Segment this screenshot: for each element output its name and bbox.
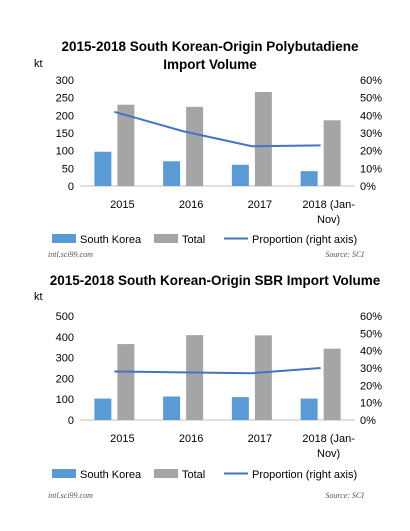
legend-label: South Korea xyxy=(80,469,142,481)
sbr-chart: 2015-2018 South Korean-Origin SBR Import… xyxy=(0,262,410,517)
legend-swatch xyxy=(154,234,178,243)
proportion-line xyxy=(114,367,321,375)
y2-tick-label: 50% xyxy=(360,93,382,105)
total-bar xyxy=(117,104,135,186)
y2-tick-label: 40% xyxy=(360,110,382,122)
south-korea-bar xyxy=(231,164,249,186)
total-bar xyxy=(254,335,272,420)
total-bar xyxy=(323,120,341,186)
credit-source: Source: SCI xyxy=(325,250,364,259)
south-korea-bar xyxy=(163,396,181,420)
x-tick-label: 2017 xyxy=(248,199,272,211)
y-tick-label: 250 xyxy=(56,93,74,105)
y-tick-label: 100 xyxy=(56,146,74,158)
y-tick-label: 400 xyxy=(56,332,74,344)
y-tick-label: 50 xyxy=(62,163,74,175)
y-tick-label: 300 xyxy=(56,353,74,365)
legend-label: Proportion (right axis) xyxy=(252,469,357,481)
x-tick-label: 2018 (Jan- xyxy=(302,433,355,445)
total-bar xyxy=(186,335,204,420)
y-axis-unit: kt xyxy=(34,58,43,70)
south-korea-bar xyxy=(300,398,318,420)
y2-tick-label: 20% xyxy=(360,146,382,158)
y2-tick-label: 10% xyxy=(360,398,382,410)
x-tick-label: 2017 xyxy=(248,433,272,445)
legend-label: Total xyxy=(182,234,205,246)
y-tick-label: 100 xyxy=(56,394,74,406)
legend-swatch xyxy=(52,469,76,478)
south-korea-bar xyxy=(94,398,112,420)
credit-source: Source: SCI xyxy=(325,491,364,500)
y-tick-label: 200 xyxy=(56,373,74,385)
y-tick-label: 0 xyxy=(68,415,74,427)
y-axis-unit: kt xyxy=(34,291,43,303)
total-bar xyxy=(117,344,135,420)
south-korea-bar xyxy=(300,171,318,186)
legend-swatch xyxy=(52,234,76,243)
y-tick-label: 300 xyxy=(56,75,74,87)
y2-tick-label: 20% xyxy=(360,380,382,392)
total-bar xyxy=(186,106,204,186)
x-tick-label: 2016 xyxy=(179,433,203,445)
chart-plot: 0 100 200 300 400 500 0% 10% 20% 30% 40% 50% 60% 2015… xyxy=(52,311,382,481)
polybutadiene-chart: 2015-2018 South Korean-Origin Polybutadi… xyxy=(0,0,410,262)
chart-title: 2015-2018 South Korean-Origin SBR Import… xyxy=(49,273,381,288)
south-korea-bar xyxy=(94,151,112,186)
total-bar xyxy=(254,92,272,186)
x-tick-label: Nov) xyxy=(317,448,340,460)
south-korea-bar xyxy=(163,161,181,186)
x-tick-label: 2015 xyxy=(110,433,134,445)
south-korea-bar xyxy=(231,397,249,420)
credit-site: intl.sci99.com xyxy=(48,491,93,500)
legend-label: South Korea xyxy=(80,234,142,246)
x-tick-label: 2018 (Jan- xyxy=(302,199,355,211)
y2-tick-label: 10% xyxy=(360,163,382,175)
y2-tick-label: 0% xyxy=(360,415,376,427)
y2-tick-label: 40% xyxy=(360,346,382,358)
y2-tick-label: 30% xyxy=(360,363,382,375)
legend-swatch xyxy=(154,469,178,478)
total-bar xyxy=(323,348,341,420)
x-tick-label: Nov) xyxy=(317,214,340,226)
y2-tick-label: 60% xyxy=(360,311,382,323)
chart-plot: 0 50 100 150 200 250 300 0% 10% 20% 30% 40% 50% 60% 20… xyxy=(52,75,382,246)
legend-label: Total xyxy=(182,469,205,481)
x-tick-label: 2016 xyxy=(179,199,203,211)
proportion-line xyxy=(114,110,321,148)
legend-label: Proportion (right axis) xyxy=(252,234,357,246)
y2-tick-label: 60% xyxy=(360,75,382,87)
credit-site: intl.sci99.com xyxy=(48,250,93,259)
y2-tick-label: 30% xyxy=(360,128,382,140)
y2-tick-label: 0% xyxy=(360,181,376,193)
chart-title: 2015-2018 South Korean-Origin Polybutadi… xyxy=(61,39,359,72)
y-tick-label: 500 xyxy=(56,311,74,323)
y-tick-label: 200 xyxy=(56,110,74,122)
x-tick-label: 2015 xyxy=(110,199,134,211)
y2-tick-label: 50% xyxy=(360,328,382,340)
y-tick-label: 0 xyxy=(68,181,74,193)
y-tick-label: 150 xyxy=(56,128,74,140)
